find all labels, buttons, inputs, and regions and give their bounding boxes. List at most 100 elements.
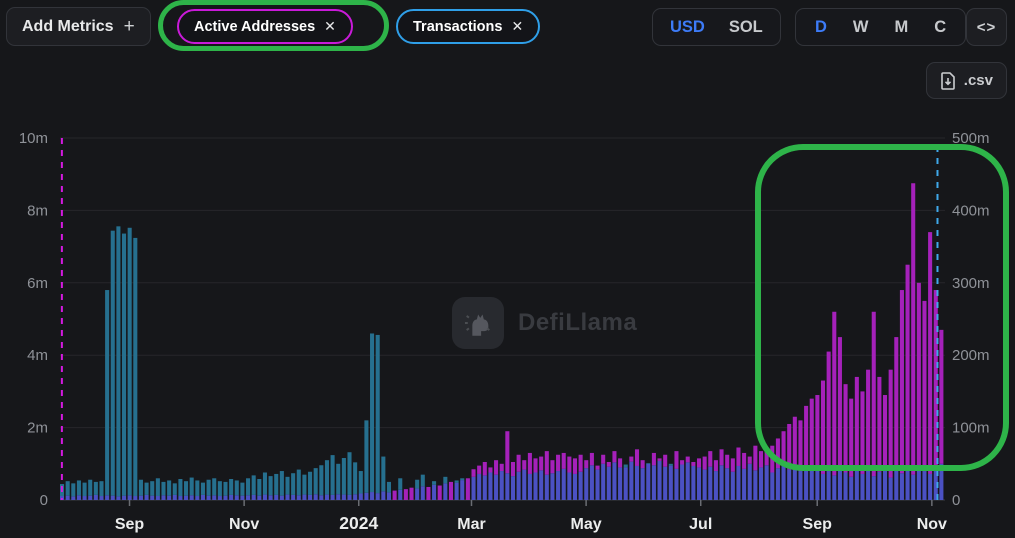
- transactions-bar[interactable]: [212, 478, 217, 496]
- transactions-bar[interactable]: [251, 475, 256, 495]
- bar-overlap-segment[interactable]: [122, 495, 127, 500]
- transactions-bar[interactable]: [167, 480, 172, 496]
- bar-overlap-segment[interactable]: [88, 495, 93, 500]
- chart-area[interactable]: 0 0 2m 100m 4m 200m 6m 300m 8m 400m 10m 500m Sep Nov 2…: [0, 118, 1015, 538]
- bar-overlap-segment[interactable]: [572, 473, 578, 500]
- transactions-bar[interactable]: [138, 479, 143, 496]
- transactions-bar[interactable]: [133, 237, 138, 497]
- transactions-bar[interactable]: [76, 480, 81, 496]
- bar-overlap-segment[interactable]: [843, 472, 848, 500]
- active-addresses-bar[interactable]: [815, 395, 820, 468]
- active-addresses-bar[interactable]: [685, 456, 690, 463]
- active-addresses-bar[interactable]: [781, 431, 786, 466]
- bar-overlap-segment[interactable]: [99, 496, 104, 500]
- active-addresses-bar[interactable]: [922, 300, 927, 472]
- active-addresses-bar[interactable]: [488, 467, 493, 473]
- bar-overlap-segment[interactable]: [268, 495, 273, 500]
- bar-overlap-segment[interactable]: [674, 468, 679, 500]
- active-addresses-bar[interactable]: [651, 452, 656, 466]
- transactions-bar[interactable]: [240, 482, 245, 496]
- transactions-bar[interactable]: [161, 481, 166, 496]
- bar-overlap-segment[interactable]: [195, 496, 200, 500]
- transactions-bar[interactable]: [375, 334, 380, 494]
- bar-overlap-segment[interactable]: [330, 494, 335, 500]
- active-addresses-bar[interactable]: [702, 456, 707, 470]
- transactions-bar[interactable]: [370, 333, 375, 493]
- active-addresses-bar[interactable]: [736, 447, 741, 466]
- bar-overlap-segment[interactable]: [71, 496, 76, 500]
- bar-overlap-segment[interactable]: [787, 469, 792, 500]
- active-addresses-bar[interactable]: [894, 337, 899, 471]
- transactions-bar[interactable]: [127, 227, 132, 496]
- bar-overlap-segment[interactable]: [229, 494, 234, 500]
- active-addresses-bar[interactable]: [832, 311, 837, 476]
- transactions-bar[interactable]: [155, 478, 160, 497]
- bar-overlap-segment[interactable]: [567, 472, 572, 500]
- active-addresses-bar[interactable]: [899, 290, 904, 474]
- transactions-bar[interactable]: [454, 480, 459, 483]
- bar-overlap-segment[interactable]: [110, 495, 115, 500]
- bar-overlap-segment[interactable]: [589, 465, 594, 500]
- active-addresses-bar[interactable]: [792, 416, 797, 465]
- active-addresses-bar[interactable]: [499, 463, 504, 472]
- bar-overlap-segment[interactable]: [815, 467, 820, 500]
- bar-overlap-segment[interactable]: [212, 495, 217, 500]
- transactions-bar[interactable]: [279, 471, 284, 496]
- transactions-bar[interactable]: [668, 463, 673, 466]
- interval-option-weekly[interactable]: W: [852, 17, 869, 36]
- active-addresses-bar[interactable]: [905, 264, 910, 468]
- embed-code-button[interactable]: <>: [966, 8, 1007, 46]
- transactions-bar[interactable]: [386, 481, 391, 493]
- active-addresses-bar[interactable]: [764, 449, 769, 466]
- transactions-bar[interactable]: [144, 482, 149, 495]
- transactions-bar[interactable]: [420, 474, 425, 487]
- active-addresses-bar[interactable]: [612, 451, 617, 463]
- active-addresses-bar[interactable]: [572, 458, 578, 474]
- bar-overlap-segment[interactable]: [928, 473, 933, 500]
- active-addresses-bar[interactable]: [725, 454, 730, 469]
- bar-overlap-segment[interactable]: [725, 468, 730, 500]
- active-addresses-bar[interactable]: [471, 469, 476, 477]
- active-addresses-bar[interactable]: [477, 465, 482, 474]
- active-addresses-bar[interactable]: [539, 456, 544, 471]
- transactions-bar[interactable]: [646, 463, 651, 464]
- transactions-bar[interactable]: [246, 478, 251, 496]
- transactions-bar[interactable]: [415, 479, 420, 489]
- transactions-bar[interactable]: [122, 233, 127, 496]
- bar-overlap-segment[interactable]: [691, 465, 696, 500]
- bar-overlap-segment[interactable]: [516, 471, 521, 500]
- bar-overlap-segment[interactable]: [127, 495, 132, 500]
- active-addresses-bar[interactable]: [713, 460, 718, 472]
- bar-overlap-segment[interactable]: [274, 494, 279, 500]
- bar-overlap-segment[interactable]: [708, 466, 713, 500]
- bar-overlap-segment[interactable]: [809, 468, 814, 500]
- bar-overlap-segment[interactable]: [742, 468, 747, 500]
- bar-overlap-segment[interactable]: [826, 471, 831, 500]
- bar-overlap-segment[interactable]: [646, 463, 651, 500]
- interval-option-monthly[interactable]: M: [894, 17, 909, 36]
- bar-overlap-segment[interactable]: [911, 474, 916, 500]
- bar-overlap-segment[interactable]: [217, 496, 222, 500]
- active-addresses-bar[interactable]: [877, 376, 882, 472]
- bar-overlap-segment[interactable]: [471, 476, 476, 500]
- bar-overlap-segment[interactable]: [899, 473, 904, 500]
- close-icon[interactable]: ✕: [324, 18, 336, 34]
- transactions-bar[interactable]: [296, 469, 301, 496]
- bar-overlap-segment[interactable]: [882, 468, 888, 500]
- bar-overlap-segment[interactable]: [341, 494, 346, 500]
- bar-overlap-segment[interactable]: [353, 494, 358, 500]
- bar-overlap-segment[interactable]: [606, 466, 611, 500]
- bar-overlap-segment[interactable]: [482, 475, 487, 500]
- interval-option-cumulative[interactable]: C: [934, 17, 947, 36]
- active-addresses-bar[interactable]: [854, 376, 859, 470]
- bar-overlap-segment[interactable]: [324, 494, 329, 500]
- bar-overlap-segment[interactable]: [629, 461, 634, 500]
- bar-overlap-segment[interactable]: [533, 472, 538, 500]
- bar-overlap-segment[interactable]: [832, 475, 837, 500]
- transactions-bar[interactable]: [623, 464, 628, 468]
- bar-overlap-segment[interactable]: [313, 494, 318, 500]
- transactions-bar[interactable]: [324, 460, 329, 495]
- bar-overlap-segment[interactable]: [685, 462, 690, 500]
- bar-overlap-segment[interactable]: [640, 468, 645, 500]
- active-addresses-bar[interactable]: [939, 329, 944, 464]
